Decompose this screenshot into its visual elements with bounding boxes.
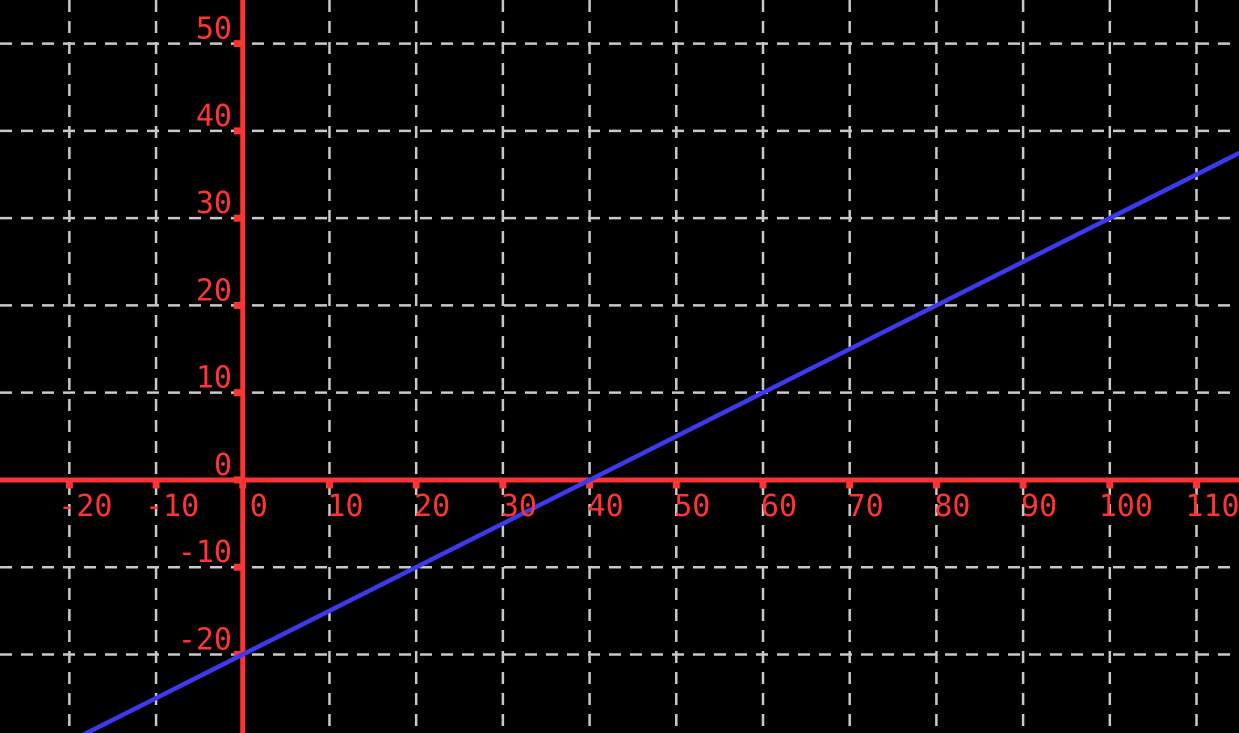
x-tick-label: 110 xyxy=(1185,489,1239,524)
x-tick-label: 90 xyxy=(1021,489,1057,524)
x-tick-label: 100 xyxy=(1099,489,1153,524)
function-line xyxy=(81,150,1239,733)
y-tick-label: 0 xyxy=(214,448,232,483)
y-tick-label: 10 xyxy=(196,361,232,396)
x-tick-label: 0 xyxy=(250,489,268,524)
x-tick-label: 50 xyxy=(674,489,710,524)
y-tick-label: 20 xyxy=(196,273,232,308)
x-tick-label: 60 xyxy=(761,489,797,524)
y-tick-label: 30 xyxy=(196,186,232,221)
x-tick-label: 40 xyxy=(588,489,624,524)
x-tick-label: 20 xyxy=(414,489,450,524)
y-tick-label: 40 xyxy=(196,99,232,134)
x-tick-label: 70 xyxy=(848,489,884,524)
y-tick-label: 50 xyxy=(196,12,232,47)
y-tick-label: -10 xyxy=(178,535,232,570)
x-tick-label: -10 xyxy=(145,489,199,524)
y-tick-label: -20 xyxy=(178,622,232,657)
x-tick-label: 80 xyxy=(934,489,970,524)
x-tick-label: 10 xyxy=(327,489,363,524)
x-tick-label: 30 xyxy=(501,489,537,524)
x-tick-label: -20 xyxy=(58,489,112,524)
